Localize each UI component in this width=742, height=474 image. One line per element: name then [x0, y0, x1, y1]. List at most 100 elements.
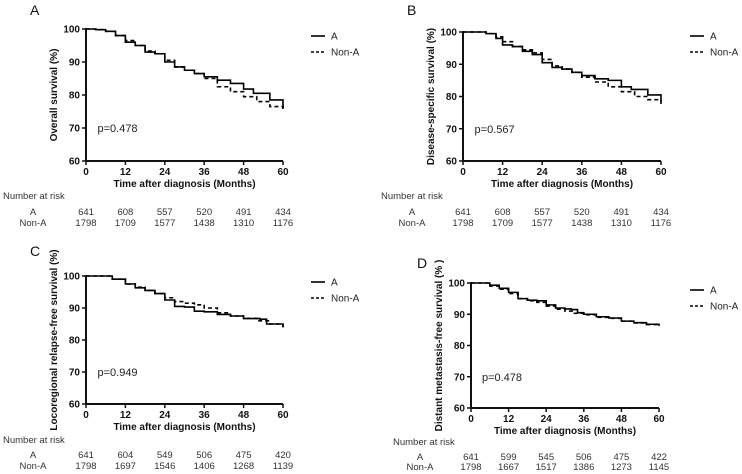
y-tick-label: 80 — [69, 91, 81, 102]
km-curve-non-a — [86, 28, 284, 112]
panel-d: D 60 70 80 90 100 0 12 24 36 48 60 Time after diagno… — [393, 255, 739, 473]
risk-value: 420 — [275, 450, 291, 461]
risk-value: 1798 — [75, 218, 96, 229]
risk-value: 1176 — [651, 218, 671, 229]
risk-value: 1546 — [154, 461, 175, 472]
x-tick-label: 60 — [277, 410, 289, 421]
risk-value: 1438 — [194, 218, 215, 229]
risk-table-title: Number at risk — [381, 191, 443, 202]
risk-value: 434 — [653, 207, 669, 218]
y-tick-label: 90 — [69, 304, 81, 315]
y-tick-label: 70 — [69, 124, 81, 135]
risk-table-title: Number at risk — [393, 437, 455, 448]
x-tick-label: 0 — [83, 167, 89, 178]
risk-value: 1145 — [649, 462, 669, 473]
x-tick-label: 36 — [199, 410, 211, 421]
y-tick-label: 80 — [446, 92, 458, 103]
risk-row-label: A — [30, 450, 37, 461]
y-tick-label: 60 — [69, 400, 81, 411]
km-curve-non-a — [86, 275, 284, 328]
legend-label: Non-A — [331, 294, 360, 305]
risk-row-label: Non-A — [20, 461, 48, 472]
risk-value: 604 — [117, 450, 133, 461]
x-tick-label: 60 — [653, 414, 665, 425]
risk-value: 599 — [501, 452, 517, 463]
x-axis-label: Time after diagnosis (Months) — [113, 179, 255, 190]
risk-row-label: Non-A — [399, 218, 427, 229]
x-tick-label: 24 — [537, 167, 549, 178]
risk-value: 549 — [157, 450, 173, 461]
y-tick-label: 100 — [440, 28, 457, 39]
y-tick-label: 80 — [69, 336, 81, 347]
p-value: p=0.478 — [482, 372, 522, 384]
risk-value: 1577 — [532, 218, 553, 229]
x-tick-label: 0 — [468, 414, 474, 425]
panel-b: B 60 70 80 90 100 0 12 24 36 48 60 Time after diagno… — [381, 2, 739, 229]
panel-letter: D — [417, 255, 427, 271]
risk-value: 1517 — [536, 462, 557, 473]
risk-value: 641 — [463, 452, 479, 463]
km-curve-a — [86, 28, 284, 109]
panel-letter: B — [407, 2, 416, 18]
risk-value: 1139 — [273, 461, 293, 472]
risk-table-title: Number at risk — [3, 191, 65, 202]
legend-label: A — [710, 32, 717, 43]
risk-value: 1798 — [460, 462, 481, 473]
risk-value: 1310 — [611, 218, 632, 229]
panel-letter: C — [30, 243, 40, 259]
x-tick-label: 24 — [159, 410, 171, 421]
panel-a: A 60 70 80 90 100 0 12 24 36 48 60 Time after diagno… — [3, 2, 360, 229]
p-value: p=0.478 — [97, 123, 137, 135]
legend-label: A — [710, 286, 717, 297]
y-tick-label: 70 — [454, 372, 466, 383]
x-tick-label: 12 — [120, 167, 132, 178]
y-tick-label: 60 — [454, 404, 466, 415]
risk-value: 1310 — [233, 218, 254, 229]
risk-value: 491 — [236, 207, 252, 218]
risk-value: 608 — [495, 207, 511, 218]
y-tick-label: 60 — [69, 157, 81, 168]
p-value: p=0.567 — [475, 124, 515, 136]
y-axis-label: Disease-specific survival (%) — [426, 28, 437, 165]
risk-row-label: Non-A — [20, 218, 48, 229]
km-curve-non-a — [471, 282, 660, 327]
y-tick-label: 80 — [454, 341, 466, 352]
x-tick-label: 24 — [541, 414, 553, 425]
km-curve-a — [86, 275, 284, 328]
legend-label: A — [331, 278, 338, 289]
risk-value: 545 — [538, 452, 554, 463]
x-tick-label: 12 — [503, 414, 515, 425]
risk-value: 1798 — [75, 461, 96, 472]
risk-value: 1709 — [492, 218, 513, 229]
x-tick-label: 36 — [576, 167, 588, 178]
risk-value: 1273 — [611, 462, 632, 473]
risk-row-label: Non-A — [407, 462, 435, 473]
risk-value: 557 — [534, 207, 550, 218]
y-tick-label: 90 — [446, 60, 458, 71]
x-tick-label: 60 — [655, 167, 667, 178]
y-tick-label: 90 — [454, 310, 466, 321]
legend-label: A — [331, 32, 338, 43]
risk-value: 506 — [196, 450, 212, 461]
risk-value: 608 — [117, 207, 133, 218]
x-tick-label: 48 — [616, 167, 628, 178]
risk-row-label: A — [417, 452, 424, 463]
risk-value: 1697 — [115, 461, 136, 472]
risk-value: 506 — [576, 452, 592, 463]
km-curve-non-a — [463, 31, 662, 105]
km-curve-a — [471, 282, 660, 326]
risk-value: 1268 — [233, 461, 254, 472]
risk-value: 1406 — [194, 461, 215, 472]
risk-value: 1176 — [273, 218, 293, 229]
x-tick-label: 0 — [83, 410, 89, 421]
x-axis-label: Time after diagnosis (Months) — [491, 179, 633, 190]
risk-value: 641 — [455, 207, 471, 218]
y-axis-label: Overall survival (%) — [49, 49, 60, 142]
y-tick-label: 100 — [63, 272, 80, 283]
y-tick-label: 100 — [63, 25, 80, 36]
risk-value: 475 — [613, 452, 629, 463]
risk-value: 1667 — [498, 462, 519, 473]
x-tick-label: 60 — [277, 167, 289, 178]
x-tick-label: 48 — [238, 410, 250, 421]
